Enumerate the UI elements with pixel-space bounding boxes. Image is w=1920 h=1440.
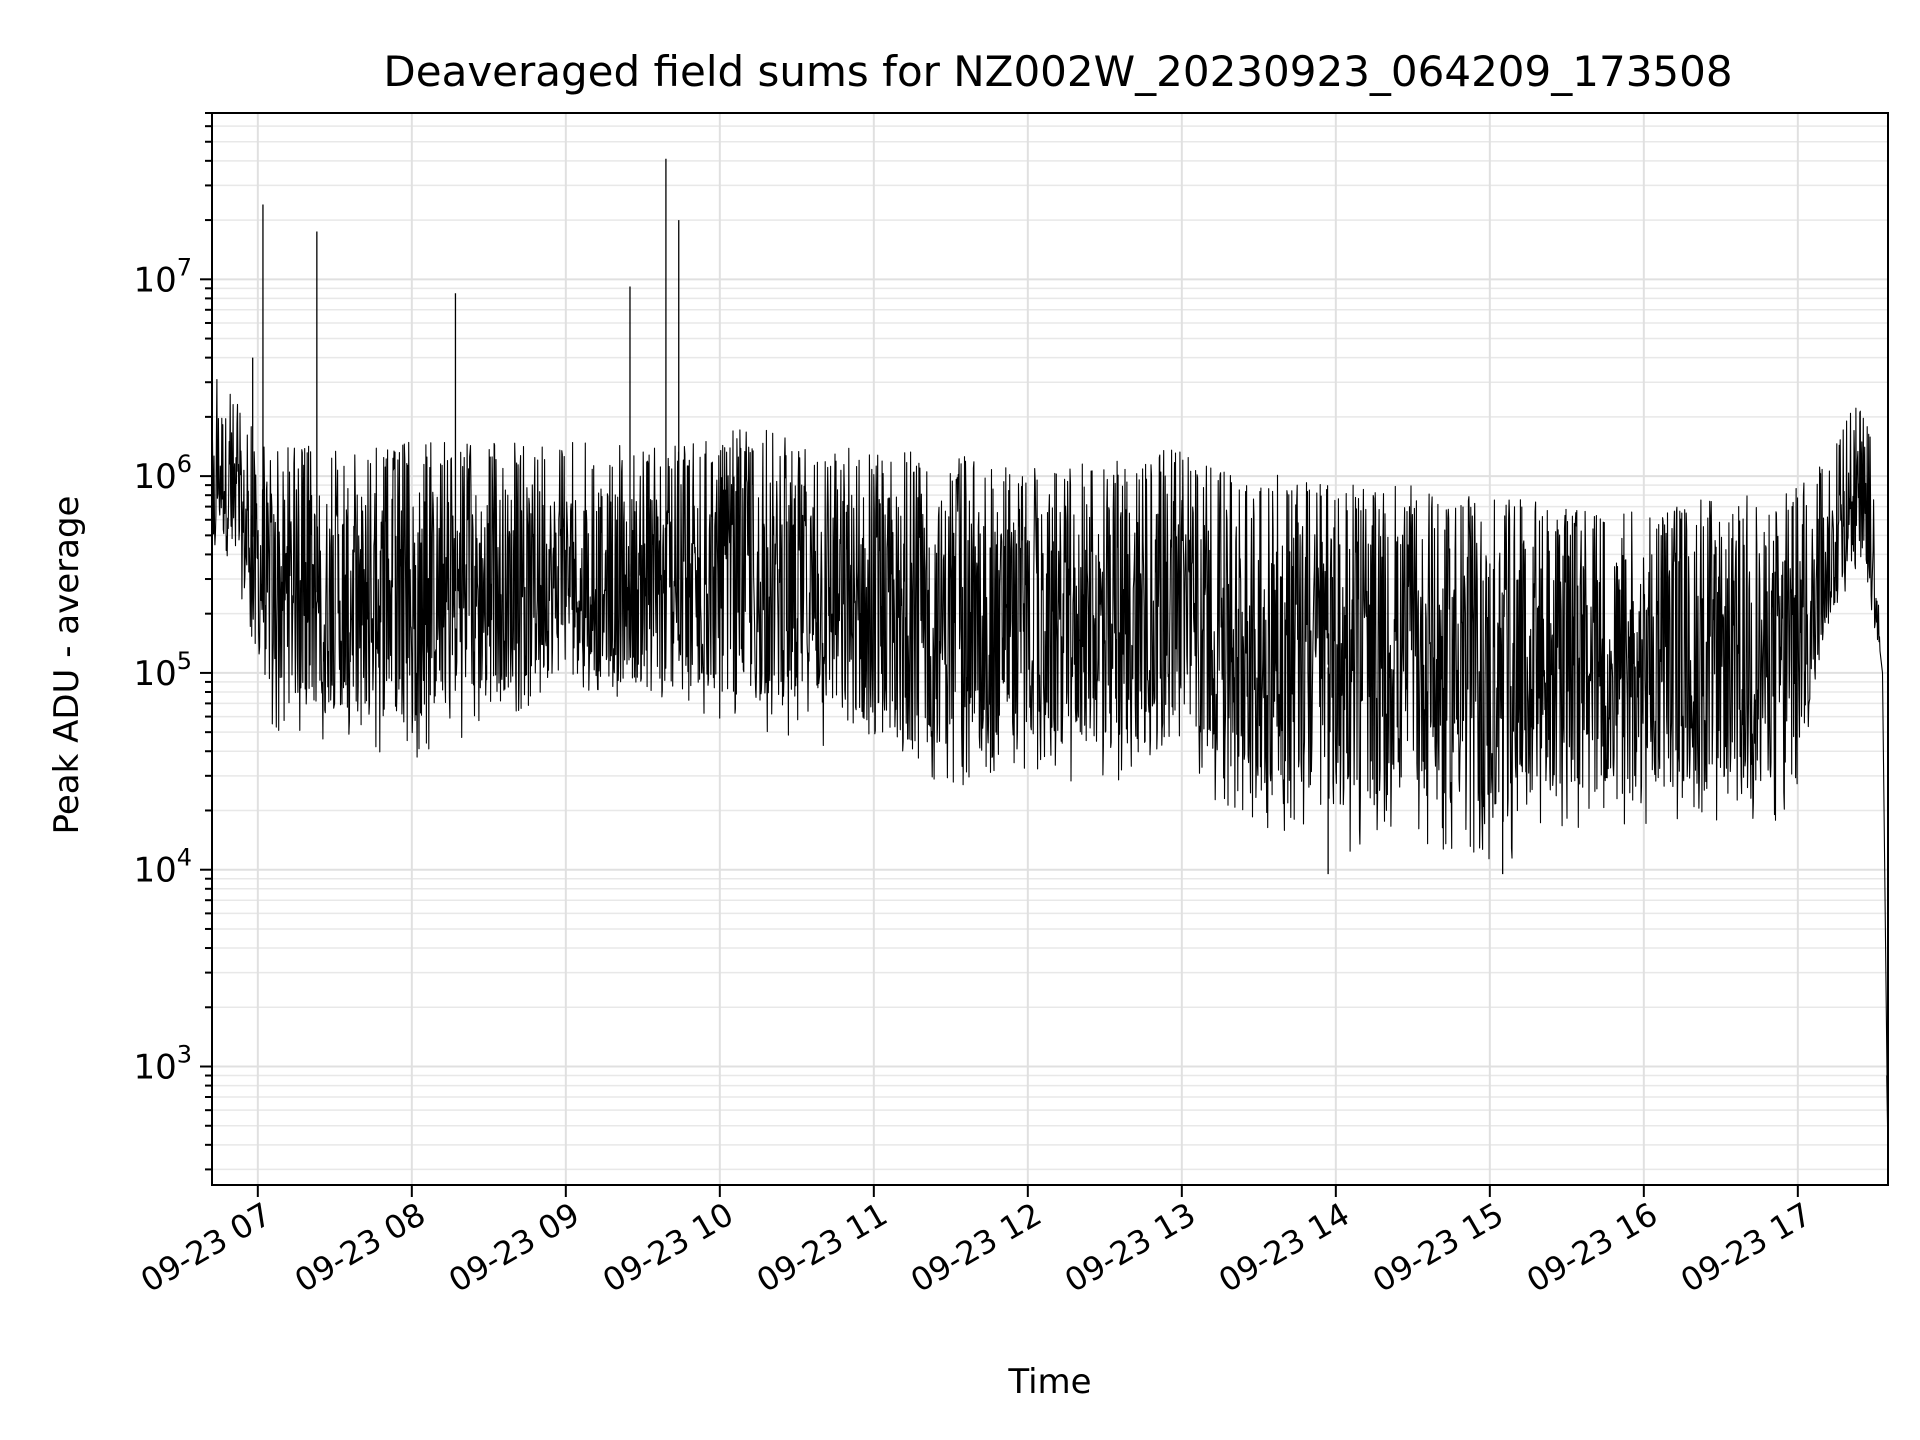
chart-title: Deaveraged field sums for NZ002W_2023092… <box>383 47 1732 96</box>
y-tick-label: 103 <box>133 1041 192 1088</box>
y-tick-label: 106 <box>133 450 192 497</box>
x-axis-label: Time <box>1007 1362 1091 1402</box>
plot-frame <box>211 112 1889 1186</box>
y-axis-label: Peak ADU - average <box>47 496 87 835</box>
y-tick-label: 104 <box>133 844 192 891</box>
y-tick-label: 105 <box>133 647 192 694</box>
y-axis: 103 104 105 106 107 <box>133 112 212 1171</box>
series-line <box>211 379 1889 1136</box>
series-group <box>211 158 1889 1136</box>
y-tick-label: 107 <box>133 253 192 300</box>
